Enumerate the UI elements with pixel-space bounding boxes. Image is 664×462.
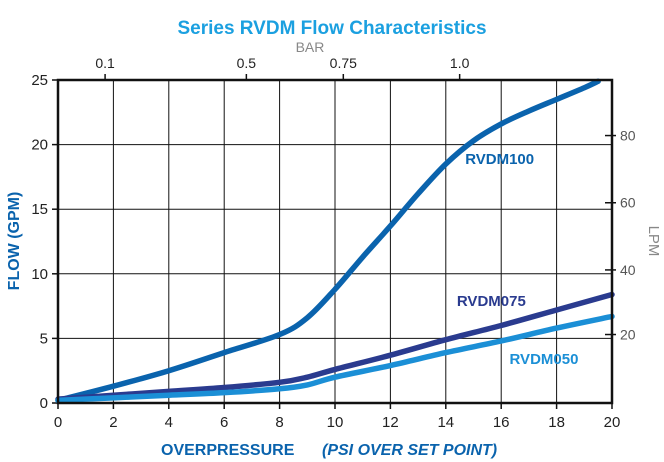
plot-frame	[56, 78, 614, 405]
x-tick-label: 14	[437, 414, 454, 431]
chart-title: Series RVDM Flow Characteristics	[177, 18, 486, 39]
y-tick-label: 20	[31, 137, 48, 154]
series-label-rvdm100: RVDM100	[465, 151, 534, 168]
x-axis-title: OVERPRESSURE	[161, 442, 295, 459]
series-line-rvdm075	[55, 291, 615, 402]
series-line-rvdm050	[55, 313, 615, 404]
y-tick-label: 0	[40, 395, 48, 412]
x2-tick-label: 1.0	[450, 55, 470, 71]
y2-tick-label: 20	[620, 327, 636, 343]
axis-ticks: 0 2 4 6 8 10 12 14 16 18 20 0 5 10 15 20 25 0.1 0.5 0.75 1.0…	[31, 55, 635, 431]
x-axis-subtitle: (PSI OVER SET POINT)	[322, 442, 497, 459]
series-label-rvdm050: RVDM050	[510, 351, 579, 368]
x-tick-label: 4	[165, 414, 173, 431]
y-tick-label: 15	[31, 201, 48, 218]
y-tick-label: 25	[31, 72, 48, 89]
x-tick-label: 18	[548, 414, 565, 431]
y2-tick-label: 60	[620, 195, 636, 211]
y-tick-label: 10	[31, 266, 48, 283]
x-tick-label: 20	[604, 414, 621, 431]
x2-tick-label: 0.1	[95, 55, 115, 71]
x-tick-label: 0	[54, 414, 62, 431]
series-label-rvdm075: RVDM075	[457, 293, 526, 310]
y2-tick-label: 40	[620, 262, 636, 278]
x-tick-label: 6	[220, 414, 228, 431]
top-axis-title: BAR	[296, 39, 325, 55]
series-line-rvdm100	[55, 78, 601, 404]
x-tick-label: 2	[109, 414, 117, 431]
x2-tick-label: 0.75	[330, 55, 357, 71]
x2-tick-label: 0.5	[237, 55, 257, 71]
y2-axis-title: LPM	[645, 226, 662, 257]
x-tick-label: 12	[382, 414, 399, 431]
y2-tick-label: 80	[620, 128, 636, 144]
x-tick-label: 16	[493, 414, 510, 431]
x-tick-label: 10	[327, 414, 344, 431]
series-curves	[55, 78, 615, 404]
x-tick-label: 8	[275, 414, 283, 431]
series-labels: RVDM100 RVDM075 RVDM050	[457, 151, 579, 368]
y-axis-title: FLOW (GPM)	[6, 192, 23, 291]
y-tick-label: 5	[40, 330, 48, 347]
